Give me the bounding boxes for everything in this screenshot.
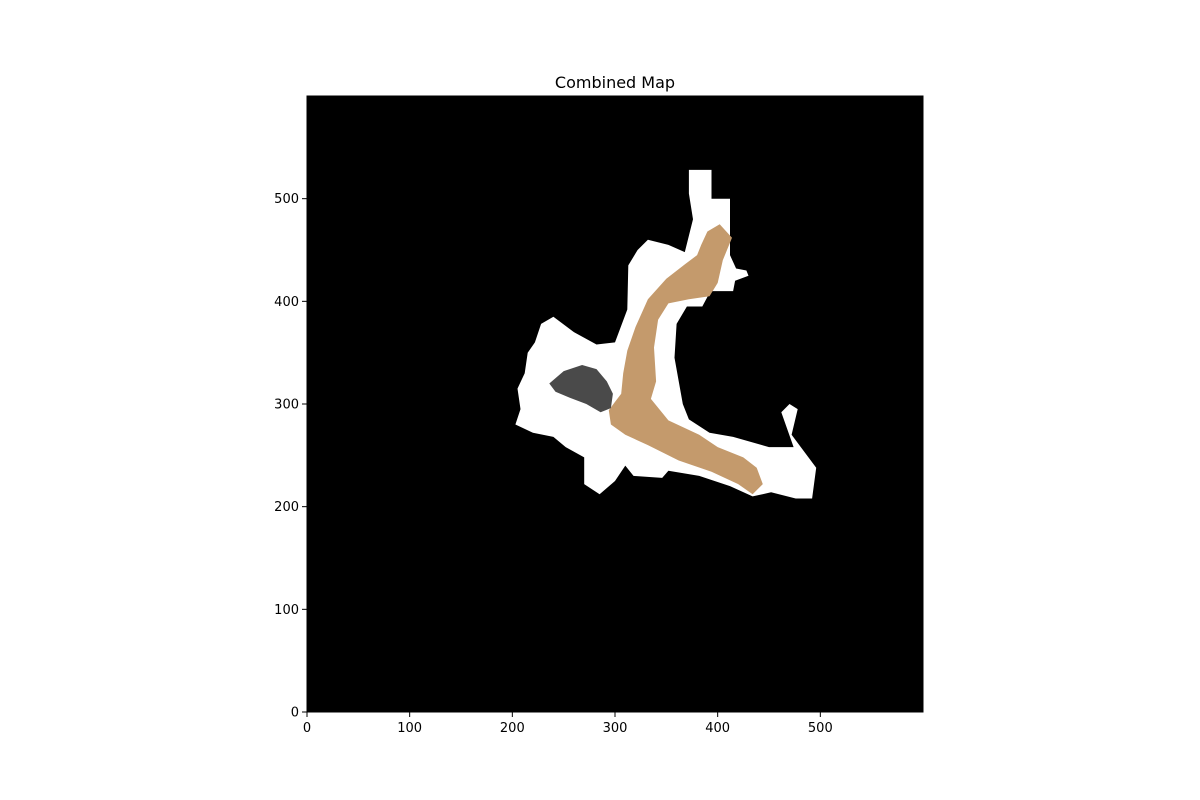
y-tick-label: 0	[291, 706, 299, 721]
y-tick-label: 100	[274, 603, 299, 618]
y-tick-label: 500	[274, 192, 299, 207]
x-tick-label: 400	[705, 721, 730, 736]
axes-frame	[306, 95, 924, 713]
x-tick-label: 300	[603, 721, 628, 736]
y-axis-ticks: 0 100 200 300 400 500	[274, 192, 307, 721]
x-tick-label: 200	[500, 721, 525, 736]
map-region-free-space-explored	[515, 169, 817, 499]
x-tick-label: 100	[397, 721, 422, 736]
x-tick-label: 0	[303, 721, 311, 736]
map-layer	[515, 169, 817, 499]
plot-title: Combined Map	[555, 73, 675, 92]
map-region-mapped-floor-texture	[608, 224, 763, 495]
x-axis-ticks: 0 100 200 300 400 500	[303, 712, 833, 736]
y-tick-label: 400	[274, 295, 299, 310]
y-tick-label: 200	[274, 500, 299, 515]
plot-axes: 0 100 200 300 400 500 0 100 200 300 400 500	[274, 95, 924, 736]
x-tick-label: 500	[808, 721, 833, 736]
y-tick-label: 300	[274, 398, 299, 413]
map-region-mapped-dark-region	[549, 365, 613, 413]
